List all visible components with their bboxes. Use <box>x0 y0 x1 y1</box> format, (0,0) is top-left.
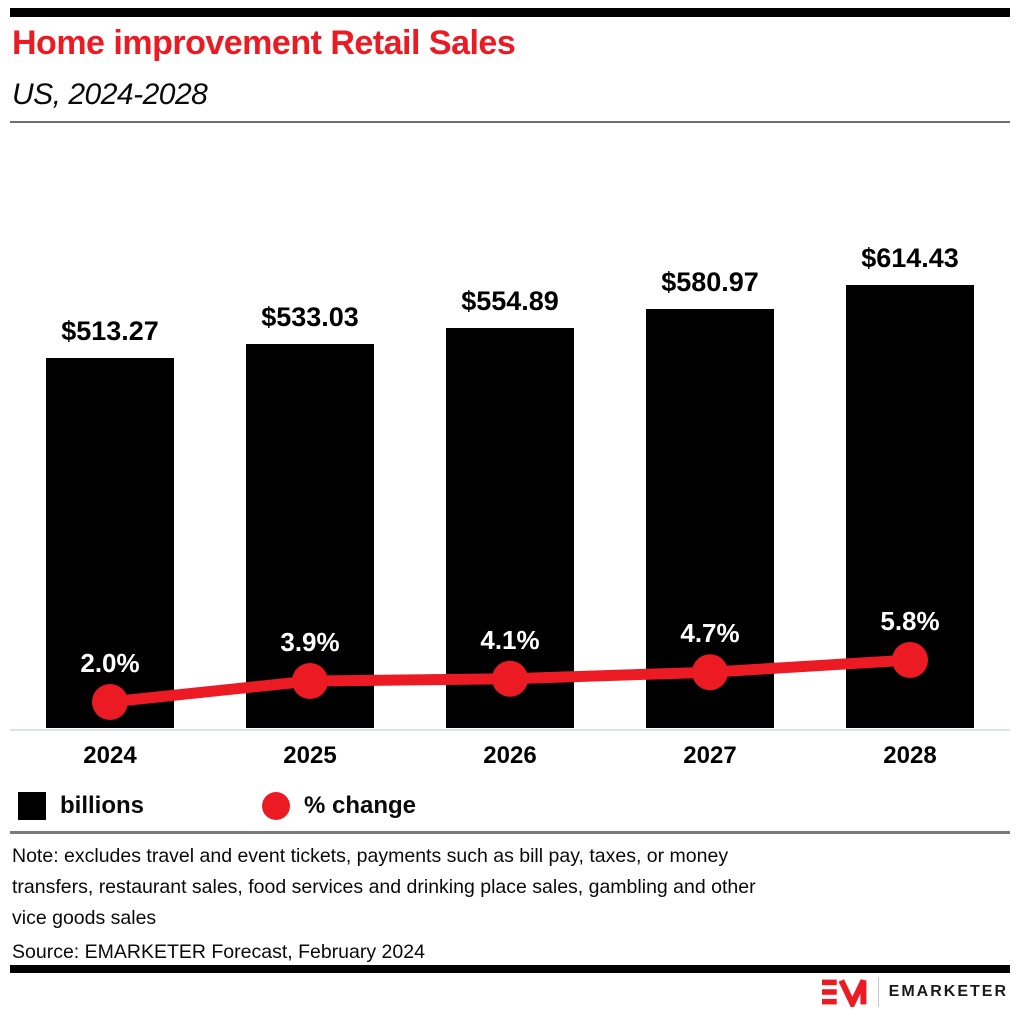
note-line: Note: excludes travel and event tickets,… <box>12 845 729 867</box>
bar-value-label-2028: $614.43 <box>861 243 959 273</box>
legend-label-pct-change: % change <box>304 792 417 819</box>
pct-label-2026: 4.1% <box>480 625 540 655</box>
note-line: transfers, restaurant sales, food servic… <box>12 876 756 898</box>
x-axis-label-2026: 2026 <box>483 742 537 769</box>
billions-swatch-icon <box>18 792 46 820</box>
x-axis-label-2024: 2024 <box>83 742 137 769</box>
legend-label-billions: billions <box>60 792 144 819</box>
header-divider <box>10 121 1010 123</box>
x-axis-line <box>10 729 1010 731</box>
bar-value-label-2025: $533.03 <box>261 302 359 332</box>
pct-label-2025: 3.9% <box>280 627 340 657</box>
page-subtitle: US, 2024-2028 <box>12 78 208 111</box>
pct-label-2028: 5.8% <box>880 606 940 636</box>
brand-name: EMARKETER <box>888 983 1008 1000</box>
chart-area: $513.27 2.0% 2024 $533.03 3.9% 2025 $554.89 4.1… <box>10 243 1010 769</box>
note-text: Note: excludes travel and event tickets,… <box>12 841 756 934</box>
pct-label-2024: 2.0% <box>80 648 140 678</box>
x-axis-label-2025: 2025 <box>283 742 337 769</box>
bar-2028 <box>846 285 974 728</box>
legend-divider <box>10 831 1010 834</box>
emarketer-logo-icon <box>821 979 867 1007</box>
note-line: vice goods sales <box>12 907 157 929</box>
x-axis-label-2027: 2027 <box>683 742 737 769</box>
bar-2025 <box>246 344 374 728</box>
x-axis-label-2028: 2028 <box>883 742 937 769</box>
brand-block: EMARKETER <box>821 977 1008 1007</box>
brand-divider <box>877 977 879 1007</box>
bar-value-label-2026: $554.89 <box>461 286 559 316</box>
pct-label-2027: 4.7% <box>680 618 740 648</box>
source-text: Source: EMARKETER Forecast, February 202… <box>12 941 425 963</box>
bar-2026 <box>446 328 574 728</box>
footer-divider <box>10 965 1010 973</box>
bar-value-label-2027: $580.97 <box>661 267 759 297</box>
bar-2027 <box>646 309 774 728</box>
top-rule <box>10 8 1010 17</box>
page-title: Home improvement Retail Sales <box>12 24 516 62</box>
pct-change-swatch-icon <box>262 792 290 820</box>
chart-legend: billions % change <box>18 790 416 822</box>
bar-value-label-2024: $513.27 <box>61 316 159 346</box>
